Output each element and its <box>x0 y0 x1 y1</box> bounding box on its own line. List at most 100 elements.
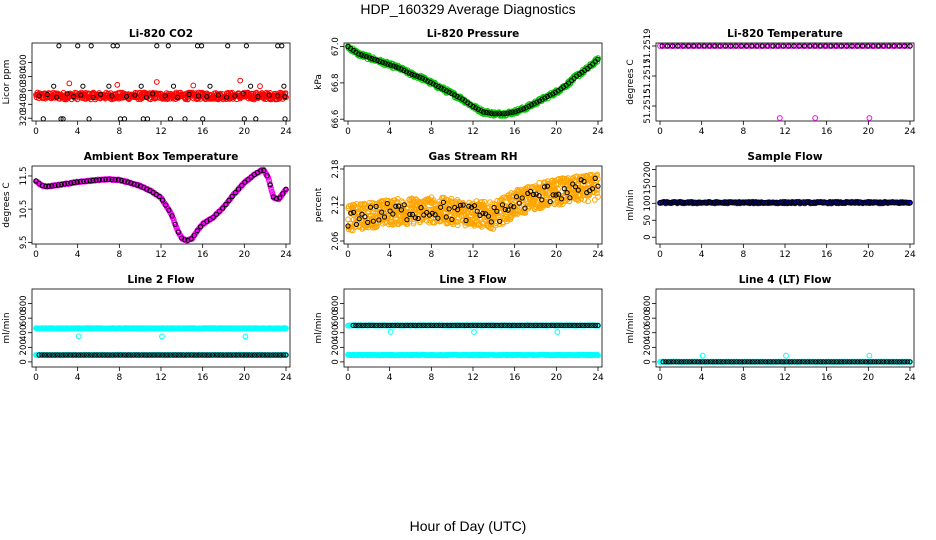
y-tick-label: 0 <box>643 359 653 364</box>
data-point <box>463 217 469 224</box>
x-tick-label: 4 <box>75 127 81 137</box>
data-point <box>430 81 436 87</box>
data-point <box>239 182 245 189</box>
data-point <box>471 329 477 335</box>
data-point <box>907 200 913 206</box>
data-point <box>844 43 850 49</box>
data-point <box>210 214 216 220</box>
y-axis-label: kPa <box>314 74 324 90</box>
data-point <box>191 232 197 239</box>
data-point <box>282 90 289 96</box>
data-point <box>46 183 52 189</box>
data-point <box>457 202 463 208</box>
data-point <box>846 200 852 206</box>
data-point <box>362 214 368 220</box>
data-point <box>242 179 248 185</box>
x-tick-label: 16 <box>197 127 209 137</box>
data-point <box>507 214 514 221</box>
data-point <box>594 187 601 193</box>
data-point <box>194 228 200 234</box>
data-point <box>595 194 601 200</box>
x-tick-label: 20 <box>239 127 251 137</box>
data-point <box>888 200 895 206</box>
data-point <box>379 209 385 215</box>
x-tick-label: 16 <box>821 373 833 383</box>
data-point <box>519 195 525 201</box>
data-point <box>481 109 487 115</box>
data-point <box>806 200 812 206</box>
y-tick-label: 150 <box>643 178 653 194</box>
x-tick-label: 8 <box>116 127 122 137</box>
y-tick-label: 9.5 <box>19 236 29 250</box>
data-point <box>395 65 402 71</box>
data-point <box>248 174 254 180</box>
data-point <box>510 109 516 115</box>
y-tick-label: 66.6 <box>331 110 341 129</box>
data-point <box>44 91 51 98</box>
data-point <box>550 192 556 198</box>
data-point <box>765 43 771 49</box>
data-point <box>77 179 83 185</box>
data-point <box>440 199 447 205</box>
y-tick-label: 67.0 <box>331 37 341 56</box>
data-point <box>705 200 711 206</box>
data-point <box>74 179 80 185</box>
data-point <box>528 102 535 108</box>
data-point <box>902 200 908 206</box>
data-point <box>729 200 735 206</box>
data-point <box>785 200 791 206</box>
data-point <box>240 91 246 97</box>
data-point <box>864 200 871 206</box>
data-point <box>758 200 764 206</box>
data-point <box>90 94 96 100</box>
data-point <box>872 200 879 206</box>
x-tick-label: 16 <box>197 373 209 383</box>
data-point <box>849 43 855 49</box>
data-point <box>387 208 393 214</box>
x-tick-label: 24 <box>904 373 916 383</box>
data-point <box>275 93 281 99</box>
data-point <box>749 43 755 49</box>
data-point <box>660 200 666 206</box>
data-point <box>241 116 247 122</box>
data-point <box>36 93 42 99</box>
x-tick-label: 4 <box>387 250 393 260</box>
data-point <box>232 190 238 196</box>
data-point <box>528 188 534 195</box>
chart-title: Line 3 Flow <box>439 274 506 286</box>
data-point <box>595 55 601 61</box>
data-point <box>562 198 569 204</box>
data-point <box>556 191 562 197</box>
data-point <box>763 200 770 206</box>
data-point <box>904 43 911 49</box>
data-point <box>505 110 511 116</box>
data-point <box>75 43 81 49</box>
chart-title: Li-820 Temperature <box>727 28 843 40</box>
data-point <box>400 199 407 206</box>
data-point <box>121 116 128 122</box>
data-point <box>774 200 780 206</box>
data-point <box>851 200 857 206</box>
x-tick-label: 4 <box>75 250 81 260</box>
x-tick-label: 16 <box>197 250 209 260</box>
x-tick-label: 0 <box>345 250 351 260</box>
series-raw <box>345 171 601 234</box>
data-point <box>859 200 865 206</box>
data-point <box>544 183 551 189</box>
x-tick-label: 4 <box>387 373 393 383</box>
data-point <box>404 217 410 223</box>
x-tick-label: 0 <box>345 373 351 383</box>
data-point <box>279 43 285 49</box>
data-point <box>257 83 263 90</box>
data-point <box>886 200 892 206</box>
data-point <box>154 43 160 49</box>
data-point <box>761 200 767 206</box>
x-tick-label: 24 <box>280 127 292 137</box>
data-point <box>390 63 396 69</box>
data-point <box>592 175 598 181</box>
data-point <box>777 200 783 206</box>
data-point <box>843 200 849 206</box>
data-point <box>242 333 249 340</box>
data-point <box>110 43 116 49</box>
y-tick-label: 11.5 <box>19 166 29 185</box>
